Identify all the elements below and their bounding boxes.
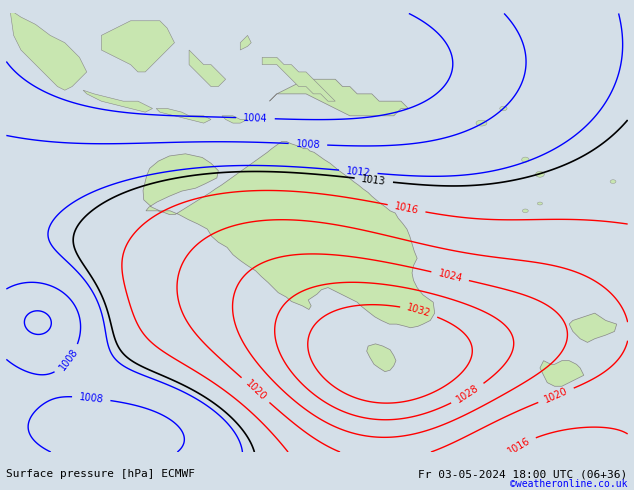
Ellipse shape <box>610 180 616 183</box>
Polygon shape <box>540 361 584 386</box>
Polygon shape <box>143 142 435 328</box>
Text: Fr 03-05-2024 18:00 UTC (06+36): Fr 03-05-2024 18:00 UTC (06+36) <box>418 469 628 479</box>
Polygon shape <box>83 90 153 112</box>
Polygon shape <box>189 50 226 87</box>
Text: 1020: 1020 <box>543 386 569 405</box>
Text: ©weatheronline.co.uk: ©weatheronline.co.uk <box>510 479 628 489</box>
Ellipse shape <box>522 157 529 162</box>
Text: 1008: 1008 <box>79 392 104 405</box>
Text: 1032: 1032 <box>406 303 432 319</box>
Polygon shape <box>269 79 408 116</box>
Text: 1016: 1016 <box>394 201 420 216</box>
Text: Surface pressure [hPa] ECMWF: Surface pressure [hPa] ECMWF <box>6 469 195 479</box>
Text: 1004: 1004 <box>243 113 268 123</box>
Text: 1028: 1028 <box>455 383 481 405</box>
Ellipse shape <box>522 209 528 213</box>
Text: 1020: 1020 <box>243 378 268 402</box>
Text: 1012: 1012 <box>346 166 371 178</box>
Polygon shape <box>10 10 87 90</box>
Polygon shape <box>156 108 211 123</box>
Ellipse shape <box>476 120 487 126</box>
Polygon shape <box>366 344 396 371</box>
Polygon shape <box>101 21 174 72</box>
Polygon shape <box>262 57 335 101</box>
Text: 1024: 1024 <box>437 269 463 284</box>
Polygon shape <box>222 116 247 123</box>
Ellipse shape <box>536 172 545 177</box>
Ellipse shape <box>500 106 507 111</box>
Polygon shape <box>569 313 617 343</box>
Ellipse shape <box>538 202 543 205</box>
Text: 1013: 1013 <box>361 174 387 187</box>
Text: 1016: 1016 <box>505 435 532 456</box>
Polygon shape <box>240 35 251 50</box>
Text: 1008: 1008 <box>295 139 320 150</box>
Text: 1008: 1008 <box>57 347 80 372</box>
